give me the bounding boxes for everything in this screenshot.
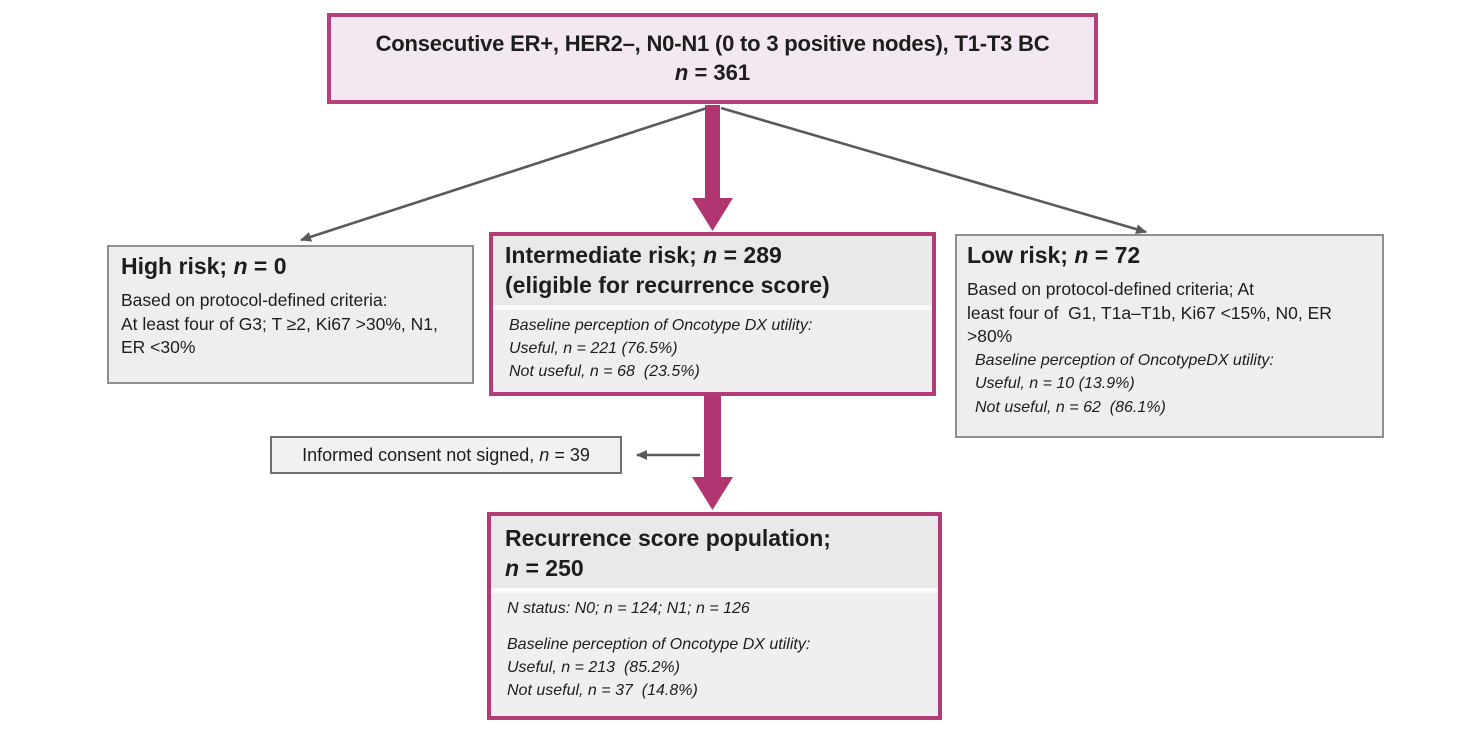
branch-arrow-low-risk xyxy=(720,106,1147,234)
low-risk-criteria-line: >80% xyxy=(967,326,1013,347)
low-risk-perception-line: Useful, n = 10 (13.9%) xyxy=(975,375,1135,393)
intermediate-perception-line: Baseline perception of Oncotype DX utili… xyxy=(509,316,813,334)
intermediate-risk-subtitle: (eligible for recurrence score) xyxy=(505,271,830,298)
recurrence-title: Recurrence score population; xyxy=(505,525,831,551)
eligibility-criteria-text: Consecutive ER+, HER2–, N0-N1 (0 to 3 po… xyxy=(375,31,1050,56)
low-risk-title: Low risk; n = 72 xyxy=(967,242,1141,268)
intermediate-risk-title: Intermediate risk; n = 289 xyxy=(505,242,782,268)
eligibility-count: n = 361 xyxy=(674,60,751,85)
low-risk-criteria-line: least four of G1, T1a–T1b, Ki67 <15%, N0… xyxy=(967,302,1332,323)
main-flow-arrow-top xyxy=(692,105,733,231)
intermediate-perception-line: Not useful, n = 68 (23.5%) xyxy=(509,363,700,381)
eligibility-box: Consecutive ER+, HER2–, N0-N1 (0 to 3 po… xyxy=(327,13,1098,104)
intermediate-risk-box: Intermediate risk; n = 289 (eligible for… xyxy=(489,232,936,396)
recurrence-count: n = 250 xyxy=(505,554,584,581)
high-risk-criteria-line: ER <30% xyxy=(121,337,196,358)
low-risk-criteria-line: Based on protocol-defined criteria; At xyxy=(967,278,1254,299)
recurrence-perception-line: Useful, n = 213 (85.2%) xyxy=(507,659,680,677)
main-flow-arrow-bottom xyxy=(692,395,733,510)
intermediate-perception-line: Useful, n = 221 (76.5%) xyxy=(509,339,678,357)
low-risk-perception-line: Not useful, n = 62 (86.1%) xyxy=(975,398,1166,416)
consent-exclusion-box: Informed consent not signed, n = 39 xyxy=(270,436,622,474)
recurrence-score-box: Recurrence score population; n = 250 N s… xyxy=(487,512,942,720)
low-risk-perception-line: Baseline perception of OncotypeDX utilit… xyxy=(975,352,1274,370)
high-risk-title: High risk; n = 0 xyxy=(121,253,287,279)
recurrence-nstatus-line: N status: N0; n = 124; N1; n = 126 xyxy=(507,599,750,617)
high-risk-box: High risk; n = 0 Based on protocol-defin… xyxy=(107,245,474,384)
divider xyxy=(493,304,932,310)
recurrence-perception-line: Baseline perception of Oncotype DX utili… xyxy=(507,635,811,653)
divider xyxy=(491,587,938,593)
branch-arrow-high-risk xyxy=(300,106,708,242)
low-risk-box: Low risk; n = 72 Based on protocol-defin… xyxy=(955,234,1384,438)
high-risk-criteria-line: Based on protocol-defined criteria: xyxy=(121,289,388,310)
recurrence-perception-line: Not useful, n = 37 (14.8%) xyxy=(507,682,698,700)
high-risk-criteria-line: At least four of G3; T ≥2, Ki67 >30%, N1… xyxy=(121,313,438,334)
